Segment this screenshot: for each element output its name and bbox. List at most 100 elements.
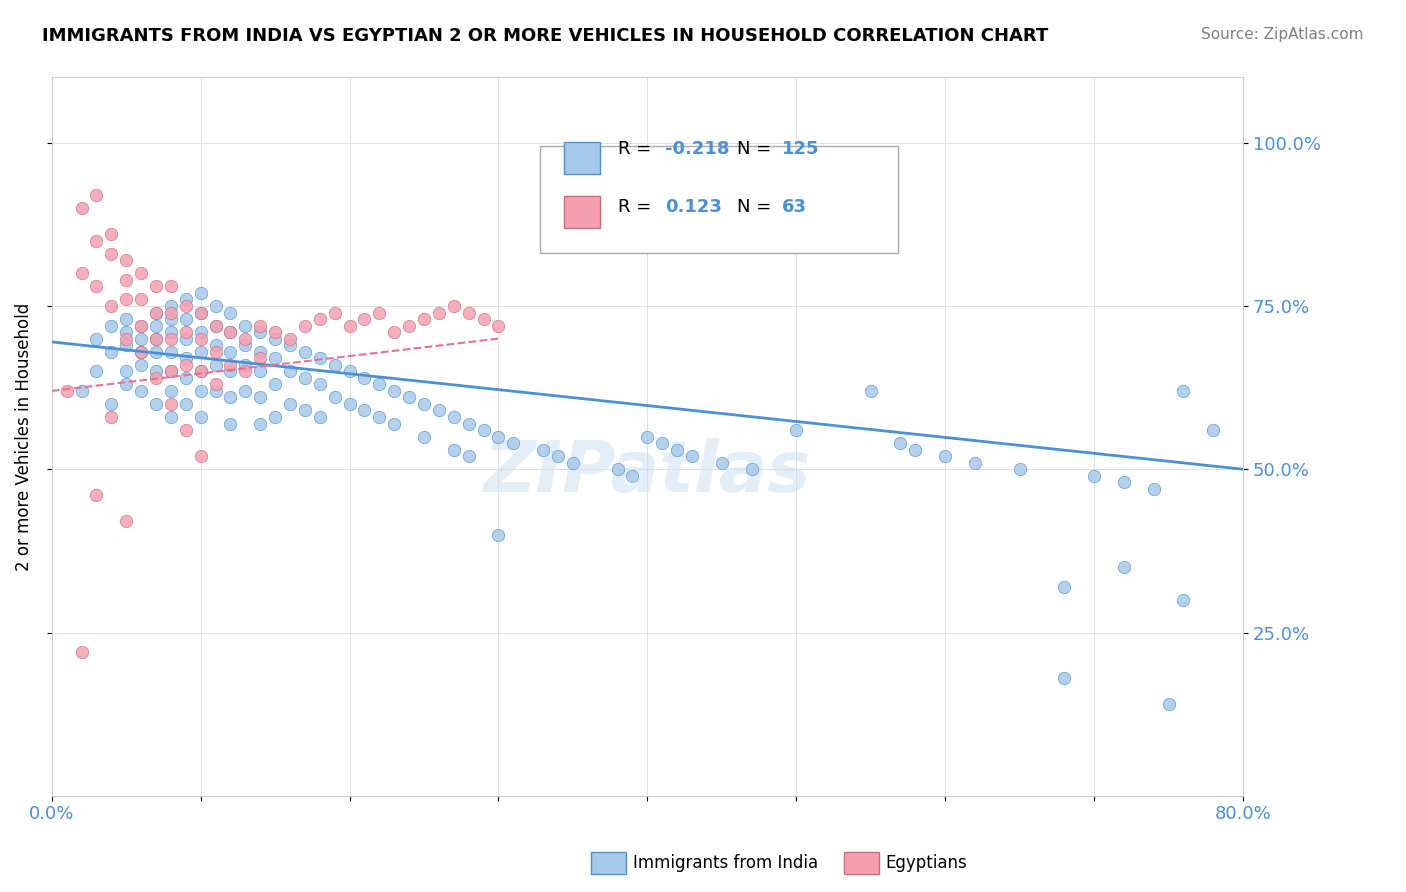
Point	[160, 344, 183, 359]
Point	[145, 318, 167, 333]
Point	[145, 305, 167, 319]
Point	[249, 325, 271, 339]
Point	[651, 436, 673, 450]
Point	[413, 312, 436, 326]
Point	[174, 332, 197, 346]
Point	[115, 273, 138, 287]
Point	[219, 358, 242, 372]
Point	[190, 285, 212, 300]
Point	[666, 442, 689, 457]
Text: R =: R =	[617, 198, 657, 216]
Point	[427, 305, 450, 319]
Point	[174, 293, 197, 307]
Text: N =: N =	[737, 198, 776, 216]
Point	[249, 351, 271, 366]
Point	[204, 299, 226, 313]
Point	[129, 344, 152, 359]
Point	[174, 397, 197, 411]
Point	[145, 305, 167, 319]
Text: 63: 63	[782, 198, 807, 216]
Text: R =: R =	[617, 140, 657, 158]
Point	[204, 344, 226, 359]
Point	[382, 417, 405, 431]
Point	[190, 384, 212, 398]
Point	[368, 377, 391, 392]
Point	[457, 417, 479, 431]
Text: IMMIGRANTS FROM INDIA VS EGYPTIAN 2 OR MORE VEHICLES IN HOUSEHOLD CORRELATION CH: IMMIGRANTS FROM INDIA VS EGYPTIAN 2 OR M…	[42, 27, 1049, 45]
Point	[443, 409, 465, 424]
Point	[86, 234, 108, 248]
Point	[160, 332, 183, 346]
Point	[249, 364, 271, 378]
Point	[561, 456, 583, 470]
Point	[70, 384, 93, 398]
Point	[160, 305, 183, 319]
Point	[502, 436, 524, 450]
Point	[174, 325, 197, 339]
Point	[145, 364, 167, 378]
Point	[160, 397, 183, 411]
Point	[368, 305, 391, 319]
Text: ZIPatlas: ZIPatlas	[484, 438, 811, 507]
Point	[115, 253, 138, 268]
Point	[145, 332, 167, 346]
Text: N =: N =	[737, 140, 776, 158]
Point	[129, 384, 152, 398]
Point	[1173, 384, 1195, 398]
Point	[264, 332, 287, 346]
Point	[204, 377, 226, 392]
Point	[160, 312, 183, 326]
Point	[204, 338, 226, 352]
Point	[294, 403, 316, 417]
Point	[472, 312, 495, 326]
Point	[368, 409, 391, 424]
Point	[233, 358, 256, 372]
Point	[353, 312, 375, 326]
Text: Immigrants from India: Immigrants from India	[633, 854, 818, 871]
Point	[294, 371, 316, 385]
Point	[129, 344, 152, 359]
Point	[1157, 698, 1180, 712]
Point	[249, 344, 271, 359]
Point	[100, 409, 122, 424]
Text: 125: 125	[782, 140, 820, 158]
Point	[934, 449, 956, 463]
Point	[339, 318, 361, 333]
Point	[204, 358, 226, 372]
Point	[174, 423, 197, 437]
Point	[681, 449, 703, 463]
Point	[190, 332, 212, 346]
Point	[323, 358, 346, 372]
Point	[190, 364, 212, 378]
Point	[249, 417, 271, 431]
Point	[160, 325, 183, 339]
Point	[129, 266, 152, 280]
Point	[1143, 482, 1166, 496]
Point	[174, 371, 197, 385]
Point	[308, 377, 330, 392]
Point	[1112, 560, 1135, 574]
Point	[472, 423, 495, 437]
Point	[204, 318, 226, 333]
FancyBboxPatch shape	[564, 196, 600, 228]
Point	[100, 318, 122, 333]
Point	[741, 462, 763, 476]
Point	[323, 391, 346, 405]
Point	[353, 371, 375, 385]
Point	[160, 409, 183, 424]
Text: Source: ZipAtlas.com: Source: ZipAtlas.com	[1201, 27, 1364, 42]
Point	[413, 397, 436, 411]
Point	[160, 384, 183, 398]
Point	[219, 364, 242, 378]
Point	[1053, 671, 1076, 685]
Point	[488, 429, 510, 443]
Point	[145, 332, 167, 346]
Text: 0.123: 0.123	[665, 198, 723, 216]
Point	[488, 318, 510, 333]
Point	[443, 442, 465, 457]
Point	[190, 305, 212, 319]
Point	[160, 299, 183, 313]
Point	[1202, 423, 1225, 437]
Point	[160, 364, 183, 378]
Point	[308, 312, 330, 326]
